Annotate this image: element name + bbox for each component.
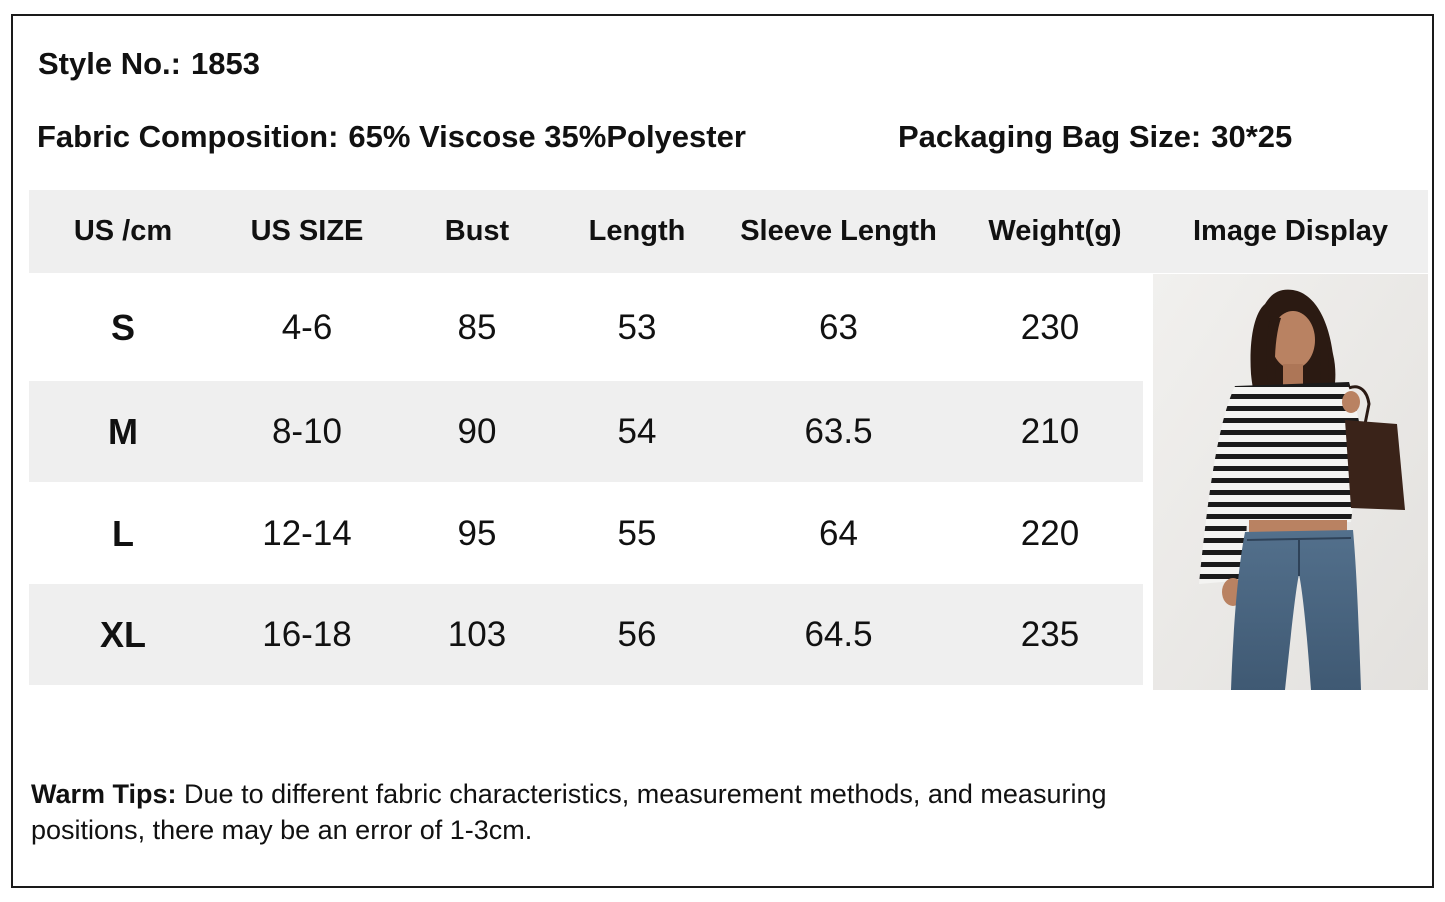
table-header-row (29, 190, 1428, 273)
header-us-size: US SIZE (250, 215, 364, 247)
cell-length: 54 (617, 412, 657, 451)
header-weight: Weight(g) (988, 215, 1122, 247)
style-number-label: Style No.: (38, 46, 181, 81)
cell-bust: 103 (447, 615, 507, 654)
cell-weight: 210 (1020, 412, 1080, 451)
cell-weight: 220 (1020, 514, 1080, 553)
cell-sleeve-length: 64.5 (804, 615, 873, 654)
warm-tips: Warm Tips: Due to different fabric chara… (31, 776, 1211, 848)
cell-bust: 85 (457, 308, 497, 347)
cell-sleeve-length: 64 (819, 514, 858, 553)
header-image-display: Image Display (1192, 215, 1389, 247)
fabric-composition-value: 65% Viscose 35%Polyester (348, 119, 746, 154)
cell-sleeve-length: 63.5 (804, 412, 873, 451)
cell-size: L (112, 513, 134, 554)
cell-size: XL (99, 614, 146, 655)
header-sleeve-length: Sleeve Length (740, 215, 937, 247)
product-image (1153, 274, 1428, 690)
cell-bust: 90 (457, 412, 497, 451)
cell-length: 53 (617, 308, 657, 347)
cell-length: 56 (617, 615, 657, 654)
header-length: Length (588, 215, 686, 247)
cell-weight: 235 (1020, 615, 1080, 654)
table-row: S 4-6 85 53 63 230 (29, 277, 1143, 378)
fabric-composition-label: Fabric Composition: (37, 119, 339, 154)
table-row: XL 16-18 103 56 64.5 235 (29, 584, 1143, 685)
outer-frame (11, 14, 1434, 888)
warm-tips-label: Warm Tips: (31, 779, 177, 809)
cell-size: S (110, 307, 135, 348)
style-number-value: 1853 (190, 46, 260, 81)
cell-weight: 230 (1020, 308, 1080, 347)
cell-size: M (108, 411, 138, 452)
table-row: L 12-14 95 55 64 220 (29, 483, 1143, 584)
cell-us-size: 16-18 (262, 615, 352, 654)
cell-length: 55 (617, 514, 657, 553)
table-row: M 8-10 90 54 63.5 210 (29, 381, 1143, 482)
packaging-bag-size-value: 30*25 (1211, 119, 1293, 154)
style-number: Style No.: 1853 (38, 46, 260, 82)
cell-us-size: 12-14 (262, 514, 352, 553)
cell-sleeve-length: 63 (819, 308, 858, 347)
fabric-composition: Fabric Composition: 65% Viscose 35%Polyes… (37, 119, 746, 155)
cell-us-size: 4-6 (281, 308, 333, 347)
cell-bust: 95 (457, 514, 497, 553)
packaging-bag-size: Packaging Bag Size: 30*25 (898, 119, 1292, 155)
model-illustration (1153, 274, 1428, 690)
warm-tips-text: Due to different fabric characteristics,… (31, 779, 1107, 845)
header-us-cm: US /cm (73, 215, 173, 247)
header-bust: Bust (444, 215, 510, 247)
cell-us-size: 8-10 (271, 412, 343, 451)
packaging-bag-size-label: Packaging Bag Size: (898, 119, 1202, 154)
